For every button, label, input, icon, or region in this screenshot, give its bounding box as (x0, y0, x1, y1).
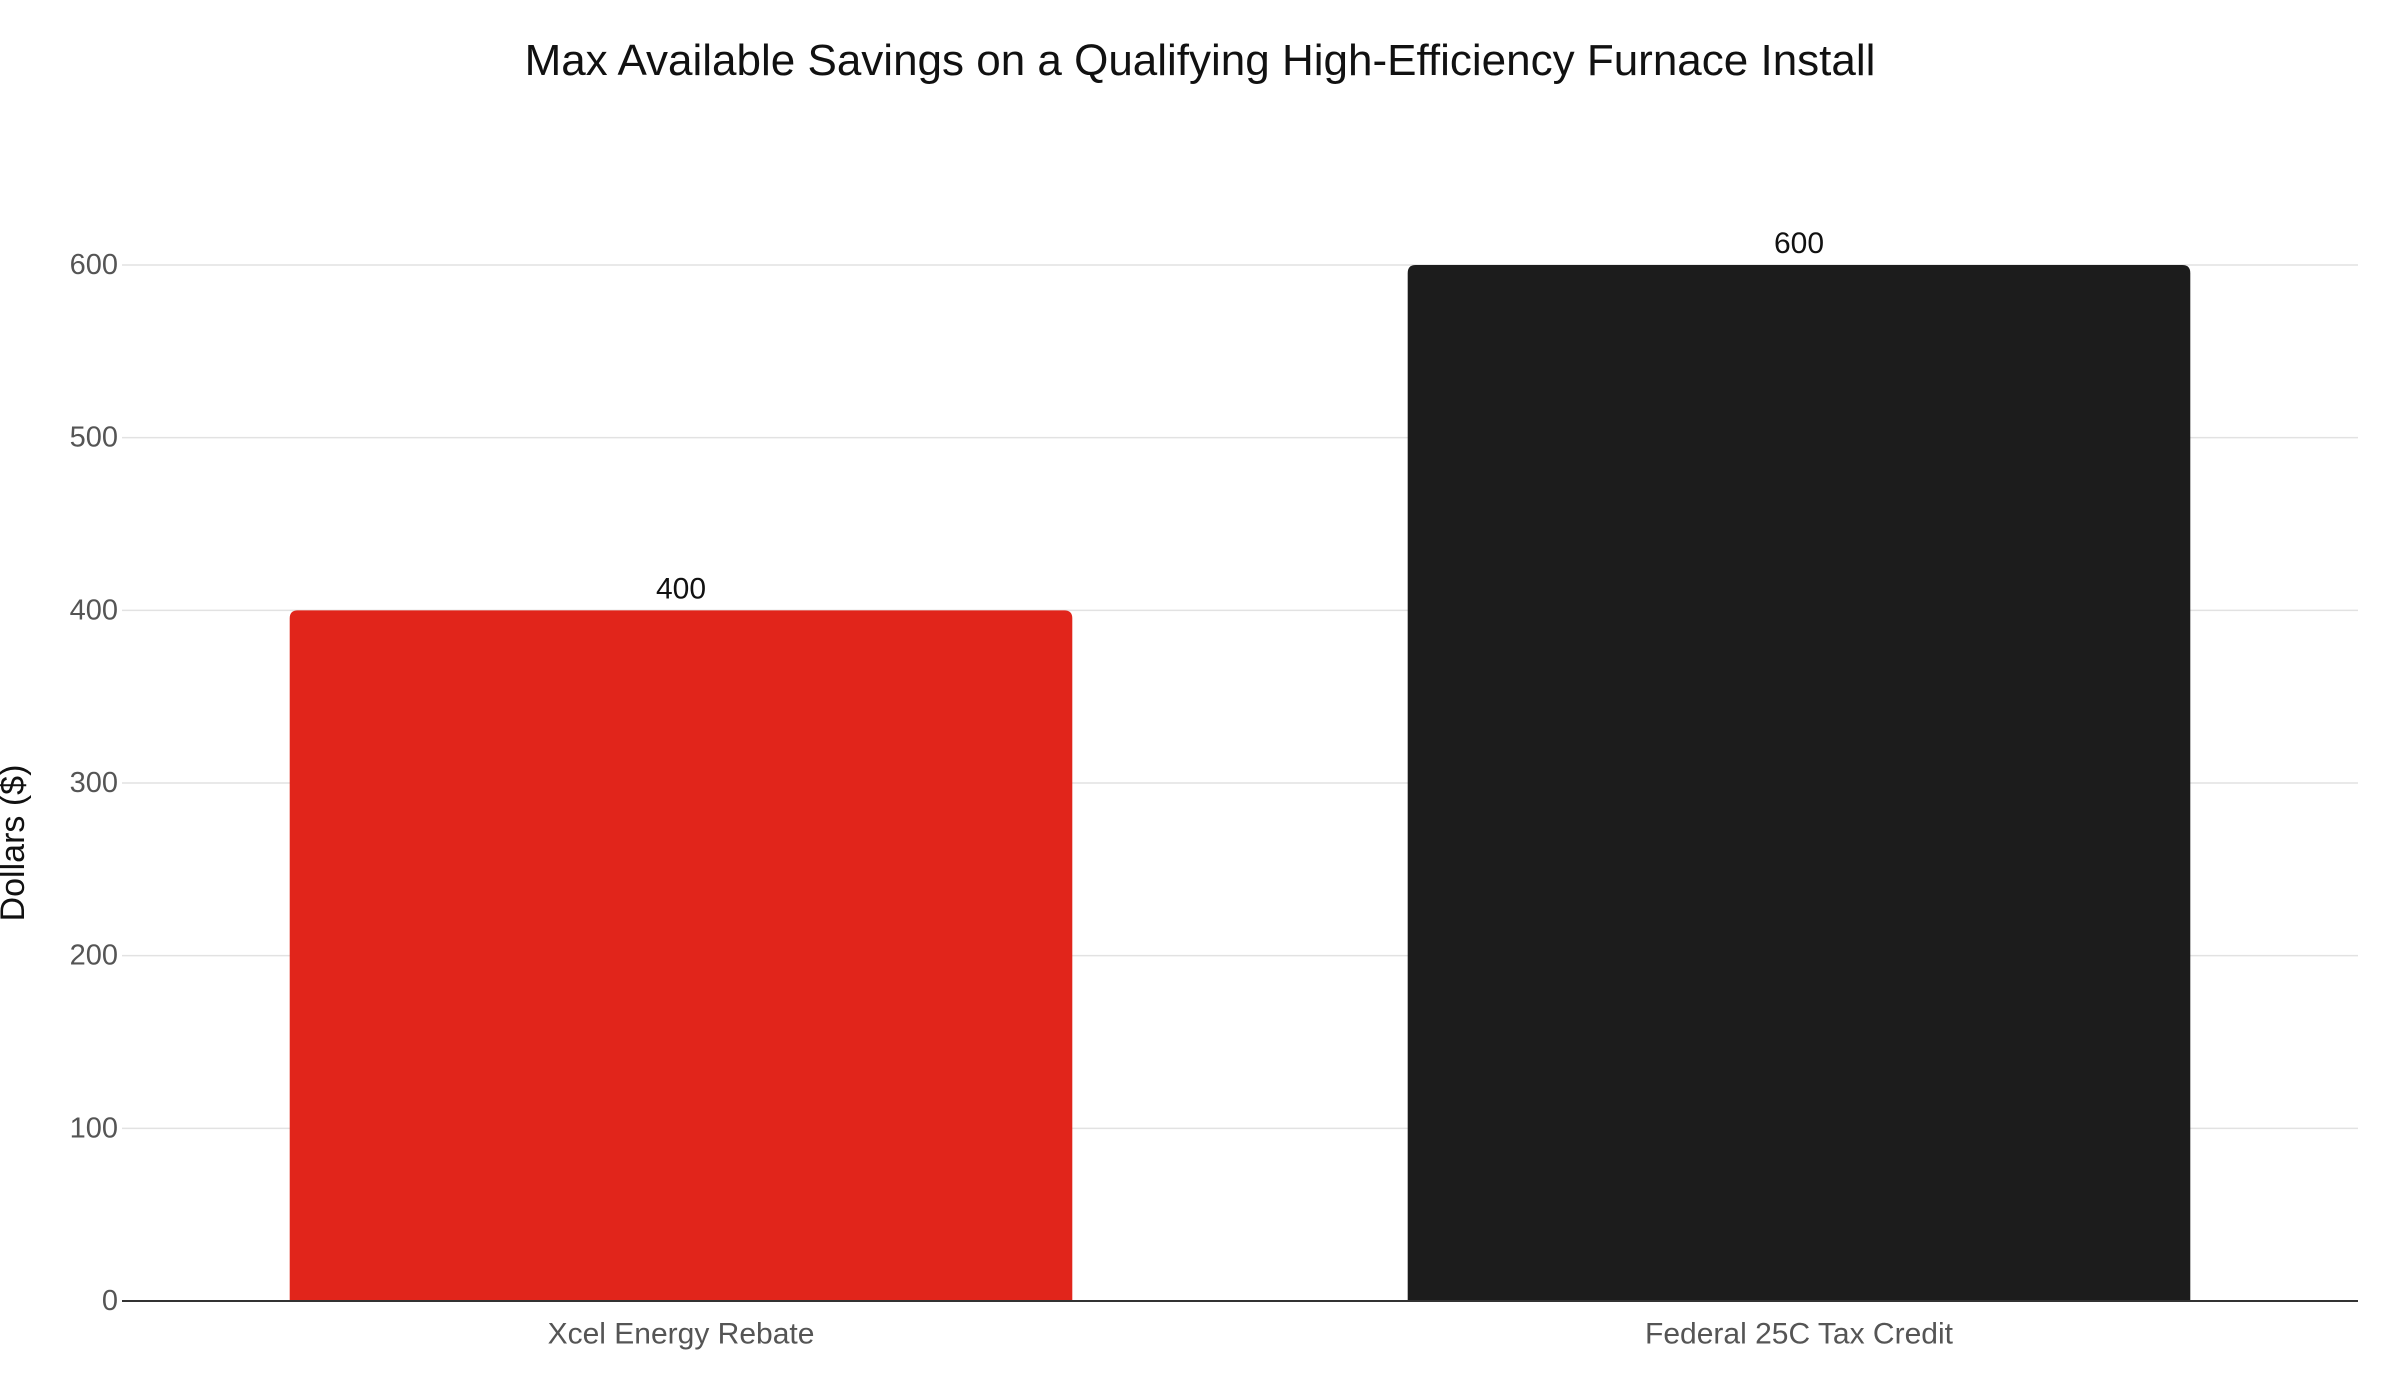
bars (289, 265, 2191, 1301)
x-tick-label: Federal 25C Tax Credit (1645, 1318, 1954, 1351)
labels: 0 100 200 300 400 500 600 400 Xcel Energy Rebate… (0, 227, 1954, 1351)
bar (1407, 265, 2191, 1301)
y-tick-label: 600 (70, 249, 118, 281)
y-tick-label: 500 (70, 422, 118, 454)
y-tick-label: 0 (102, 1285, 118, 1317)
y-tick-label: 300 (70, 767, 118, 799)
data-label: 400 (656, 572, 706, 605)
bar (289, 610, 1073, 1301)
y-tick-label: 200 (70, 940, 118, 972)
chart-title: Max Available Savings on a Qualifying Hi… (524, 36, 1876, 85)
y-axis-title: Dollars ($) (0, 765, 32, 922)
y-tick-label: 400 (70, 594, 118, 626)
data-label: 600 (1774, 227, 1824, 260)
y-tick-label: 100 (70, 1112, 118, 1144)
x-tick-label: Xcel Energy Rebate (548, 1318, 815, 1351)
